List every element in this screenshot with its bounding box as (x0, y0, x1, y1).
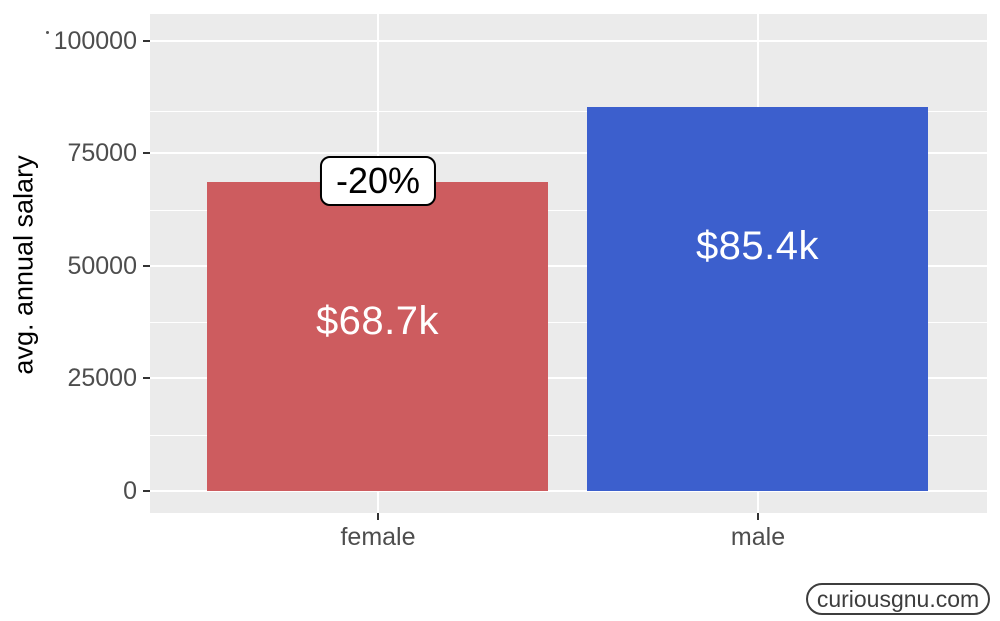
y-tick-label-100000: 100000 (53, 27, 137, 55)
y-tick-label-75000: 75000 (67, 139, 137, 167)
bar-value-label-male: $85.4k (695, 224, 820, 268)
watermark-badge: curiousgnu.com (806, 583, 990, 615)
x-tick-mark (377, 513, 379, 520)
y-tick-mark (143, 40, 150, 42)
gridline-major (150, 265, 987, 267)
plot-panel: $68.7k $85.4k -20% (150, 14, 987, 513)
y-tick-mark (143, 377, 150, 379)
gridline-major (150, 40, 987, 42)
x-tick-label-male: male (730, 523, 786, 551)
y-tick-mark (143, 265, 150, 267)
gridline-major (150, 377, 987, 379)
gridline-major (150, 490, 987, 492)
bar-value-label-female: $68.7k (315, 299, 440, 343)
y-tick-mark (143, 490, 150, 492)
x-tick-label-female: female (340, 523, 416, 551)
y-tick-label-0: 0 (123, 477, 137, 505)
x-tick-mark (757, 513, 759, 520)
gridline-minor (150, 210, 987, 211)
bar-female: $68.7k (207, 182, 548, 491)
gridline-minor (150, 322, 987, 323)
gridline-minor (150, 111, 987, 112)
bar-male: $85.4k (587, 107, 928, 491)
y-tick-mark (143, 152, 150, 154)
stray-dot (46, 31, 49, 34)
y-tick-label-50000: 50000 (67, 252, 137, 280)
annotation-text: -20% (335, 160, 421, 201)
annotation-box: -20% (319, 156, 437, 206)
y-tick-label-25000: 25000 (67, 364, 137, 392)
gridline-major (150, 152, 987, 154)
gridline-minor (150, 435, 987, 436)
